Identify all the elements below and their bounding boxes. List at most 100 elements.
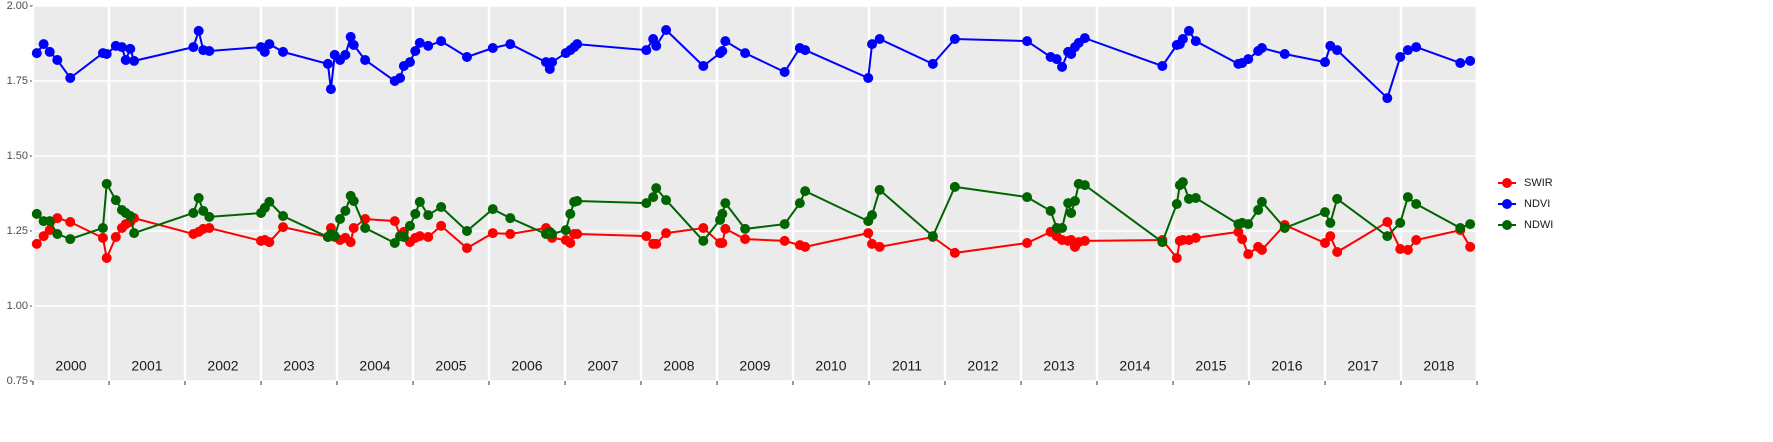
point — [193, 193, 204, 203]
point — [1243, 54, 1254, 65]
point — [863, 228, 874, 239]
point — [863, 73, 874, 83]
point — [720, 36, 731, 47]
point — [794, 198, 805, 209]
point — [487, 228, 498, 239]
point — [1320, 238, 1330, 248]
point — [572, 229, 583, 239]
point — [1079, 33, 1090, 44]
point — [651, 183, 662, 194]
point — [1332, 193, 1343, 204]
point — [661, 228, 672, 239]
point — [101, 178, 112, 189]
point — [1411, 199, 1422, 209]
point — [423, 40, 434, 51]
point — [259, 46, 270, 57]
point — [389, 216, 400, 227]
point — [329, 231, 340, 242]
point — [1057, 61, 1068, 72]
point — [505, 39, 516, 50]
point — [547, 57, 558, 68]
year-label: 2006 — [511, 358, 542, 374]
point — [348, 196, 359, 206]
point — [1045, 205, 1056, 216]
point — [1079, 235, 1090, 246]
point — [404, 57, 415, 68]
point — [1177, 177, 1188, 188]
point — [278, 46, 289, 57]
point — [717, 208, 728, 219]
year-label: 2017 — [1347, 358, 1378, 374]
point — [487, 43, 498, 53]
year-label: 2012 — [967, 358, 998, 374]
point — [874, 241, 885, 252]
point — [1256, 43, 1267, 53]
point — [125, 43, 136, 54]
point — [1190, 193, 1201, 203]
point — [461, 243, 472, 254]
y-tick-label: 1.00 — [7, 300, 28, 312]
point — [1382, 231, 1393, 242]
point — [800, 45, 811, 56]
point — [1411, 42, 1422, 53]
point — [698, 235, 709, 246]
point — [661, 25, 672, 35]
point — [779, 235, 790, 246]
point — [698, 61, 709, 71]
point — [348, 223, 359, 233]
point — [436, 202, 447, 212]
point — [949, 247, 960, 258]
point — [1402, 45, 1413, 56]
point — [461, 226, 472, 236]
point — [1171, 199, 1182, 209]
point — [423, 210, 434, 221]
point — [44, 216, 55, 227]
point — [779, 67, 790, 77]
point — [389, 238, 400, 248]
point — [414, 231, 425, 242]
point — [1177, 34, 1188, 44]
point — [120, 55, 131, 65]
point — [436, 220, 447, 231]
point — [1256, 244, 1267, 255]
point — [345, 237, 356, 248]
point — [322, 58, 333, 69]
y-tick-label: 0.75 — [7, 375, 28, 387]
point — [927, 58, 938, 69]
point — [264, 196, 275, 207]
point — [1157, 61, 1168, 71]
point — [717, 46, 728, 56]
point — [204, 223, 215, 233]
point — [97, 232, 108, 243]
point — [572, 39, 583, 50]
point — [129, 228, 140, 239]
point — [1402, 244, 1413, 255]
point — [648, 192, 659, 203]
point — [1465, 241, 1476, 252]
point — [1022, 238, 1033, 248]
point — [52, 55, 63, 65]
point — [661, 195, 672, 206]
point — [340, 49, 351, 60]
point — [395, 73, 406, 83]
point — [360, 55, 371, 65]
point — [698, 223, 709, 233]
point — [874, 184, 885, 195]
year-label: 2008 — [663, 358, 694, 374]
point — [325, 84, 336, 95]
point — [52, 213, 63, 224]
panel — [33, 6, 1477, 381]
point — [345, 31, 356, 42]
point — [1157, 237, 1168, 248]
point — [360, 223, 371, 233]
point — [414, 196, 425, 207]
point — [1243, 249, 1254, 260]
point — [740, 48, 751, 59]
point — [436, 36, 447, 47]
legend-label: NDVI — [1524, 198, 1550, 210]
year-label: 2016 — [1271, 358, 1302, 374]
point — [720, 223, 731, 234]
point — [278, 211, 289, 221]
point — [949, 34, 960, 44]
point — [720, 198, 731, 209]
